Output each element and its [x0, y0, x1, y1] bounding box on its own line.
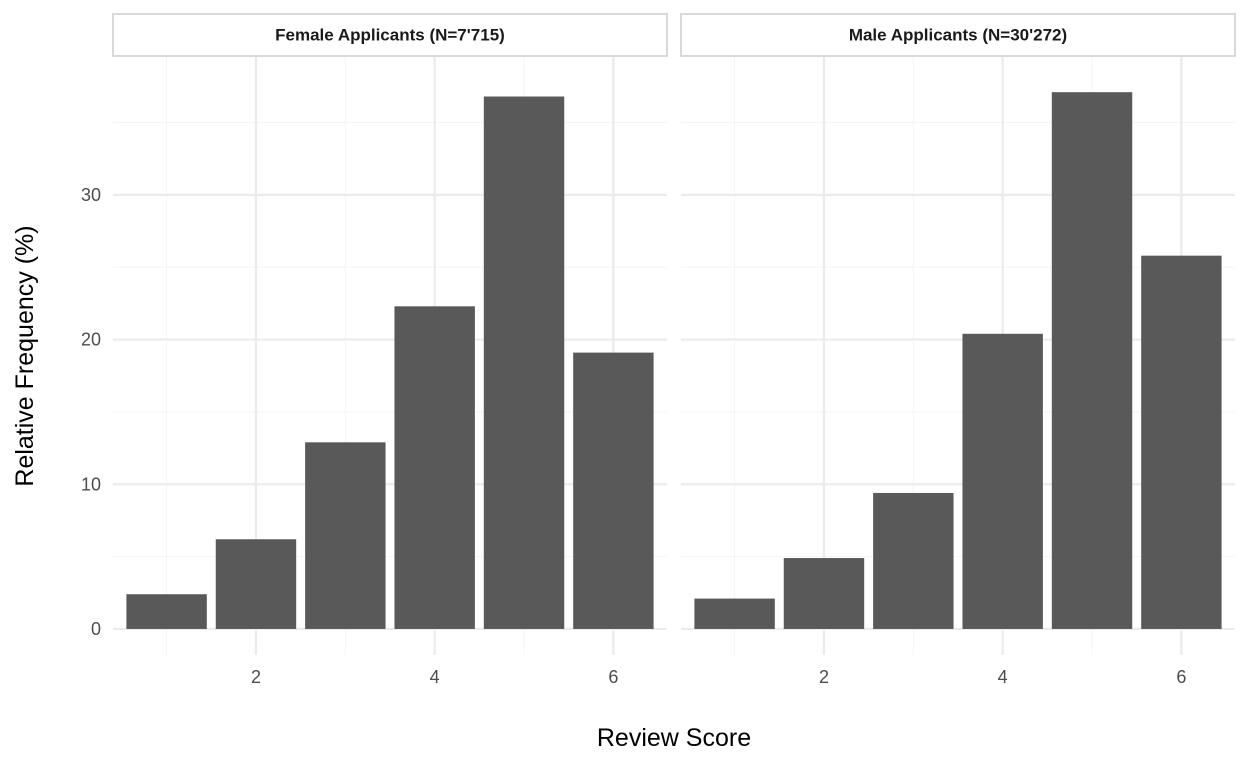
panel-strip-background — [680, 13, 1236, 57]
panel-x-ticks: 2 4 6 — [819, 667, 1186, 687]
x-tick-label: 4 — [998, 667, 1008, 687]
panel-female-applicants: Female Applicants (N=7'715) 2 4 6 — [112, 13, 668, 687]
bar — [783, 558, 865, 629]
bar — [394, 306, 475, 629]
bar — [215, 539, 297, 629]
y-axis-ticks: 0 10 20 30 — [81, 185, 101, 639]
panel-x-ticks: 2 4 6 — [251, 667, 618, 687]
bar — [1141, 255, 1222, 629]
y-tick-label: 30 — [81, 185, 101, 205]
panel-strip: Female Applicants (N=7'715) — [112, 13, 668, 57]
bar — [694, 598, 775, 629]
x-tick-label: 6 — [1176, 667, 1186, 687]
bar — [126, 594, 207, 629]
x-tick-label: 4 — [430, 667, 440, 687]
bar — [573, 352, 654, 629]
panel-strip: Male Applicants (N=30'272) — [680, 13, 1236, 57]
panel-bars — [126, 96, 654, 629]
panel-title: Male Applicants (N=30'272) — [849, 26, 1067, 45]
bar — [962, 333, 1043, 629]
x-tick-label: 2 — [251, 667, 261, 687]
bar — [483, 96, 565, 629]
panel-title: Female Applicants (N=7'715) — [275, 26, 505, 45]
bar — [1051, 92, 1133, 629]
y-tick-label: 10 — [81, 474, 101, 494]
bar — [873, 492, 954, 629]
x-tick-label: 2 — [819, 667, 829, 687]
panel-bars — [694, 92, 1222, 629]
panel-strip-background — [112, 13, 668, 57]
y-tick-label: 0 — [91, 619, 101, 639]
y-axis-title: Relative Frequency (%) — [11, 225, 39, 486]
x-axis-title: Review Score — [597, 724, 751, 752]
bar — [305, 442, 386, 629]
x-tick-label: 6 — [608, 667, 618, 687]
panel-male-applicants: Male Applicants (N=30'272) 2 4 6 — [680, 13, 1236, 687]
y-tick-label: 20 — [81, 330, 101, 350]
